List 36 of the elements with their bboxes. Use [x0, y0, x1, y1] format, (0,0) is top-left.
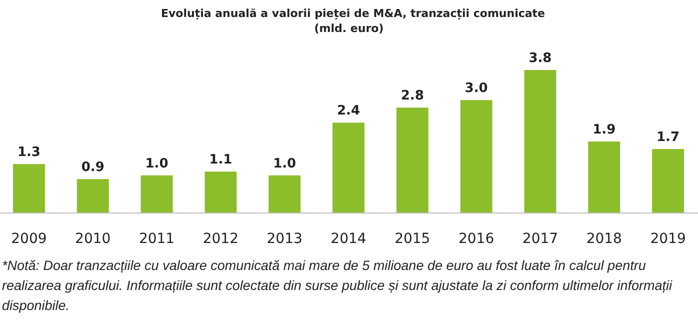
data-label: 1.7: [656, 130, 680, 146]
x-tick-label: 2011: [138, 231, 175, 247]
x-tick-label: 2014: [330, 231, 366, 247]
x-tick-label: 2016: [458, 231, 494, 247]
x-tick-label: 2019: [650, 231, 686, 247]
x-tick-label: 2009: [11, 231, 47, 247]
data-label: 3.0: [464, 81, 488, 96]
bar: [460, 100, 492, 213]
x-tick-label: 2015: [394, 231, 430, 247]
x-tick-label: 2010: [75, 231, 111, 247]
bar: [204, 172, 237, 213]
bar: [76, 179, 109, 213]
chart-title: Evoluția anuală a valorii pieței de M&A, tranzacții comunicate: [160, 7, 546, 20]
text: *Notă: Doar tranzacțiile cu valoare comunicată mai mare de 5 milioane de euro au fost luate în calcul pentru realizarea graficului. Informațiile sunt colectate din surse publice și sunt ajustate la zi conform ultimelor informații disponibile.: [1, 257, 674, 315]
bar: [396, 108, 428, 213]
data-label: 1.0: [273, 156, 296, 172]
data-label: 2.8: [400, 88, 424, 104]
x-tick-label: 2018: [586, 231, 622, 247]
x-tick-label: 2017: [522, 231, 558, 247]
bar: [12, 164, 45, 213]
bar: [140, 175, 173, 213]
data-label: 3.8: [528, 51, 552, 66]
data-label: 0.9: [81, 160, 104, 176]
chart-subtitle: (mld. euro): [314, 22, 384, 35]
data-label: 1.3: [17, 145, 40, 160]
bar: [524, 70, 556, 213]
data-label: 1.1: [209, 152, 232, 168]
data-label: 1.0: [145, 156, 168, 172]
data-label: 2.4: [336, 104, 360, 119]
bar: [332, 122, 364, 213]
bar: [652, 149, 684, 213]
data-label: 1.9: [592, 122, 616, 138]
x-tick-label: 2012: [202, 231, 238, 247]
bar: [268, 175, 301, 213]
bar: [588, 142, 620, 213]
x-tick-label: 2013: [266, 231, 302, 247]
